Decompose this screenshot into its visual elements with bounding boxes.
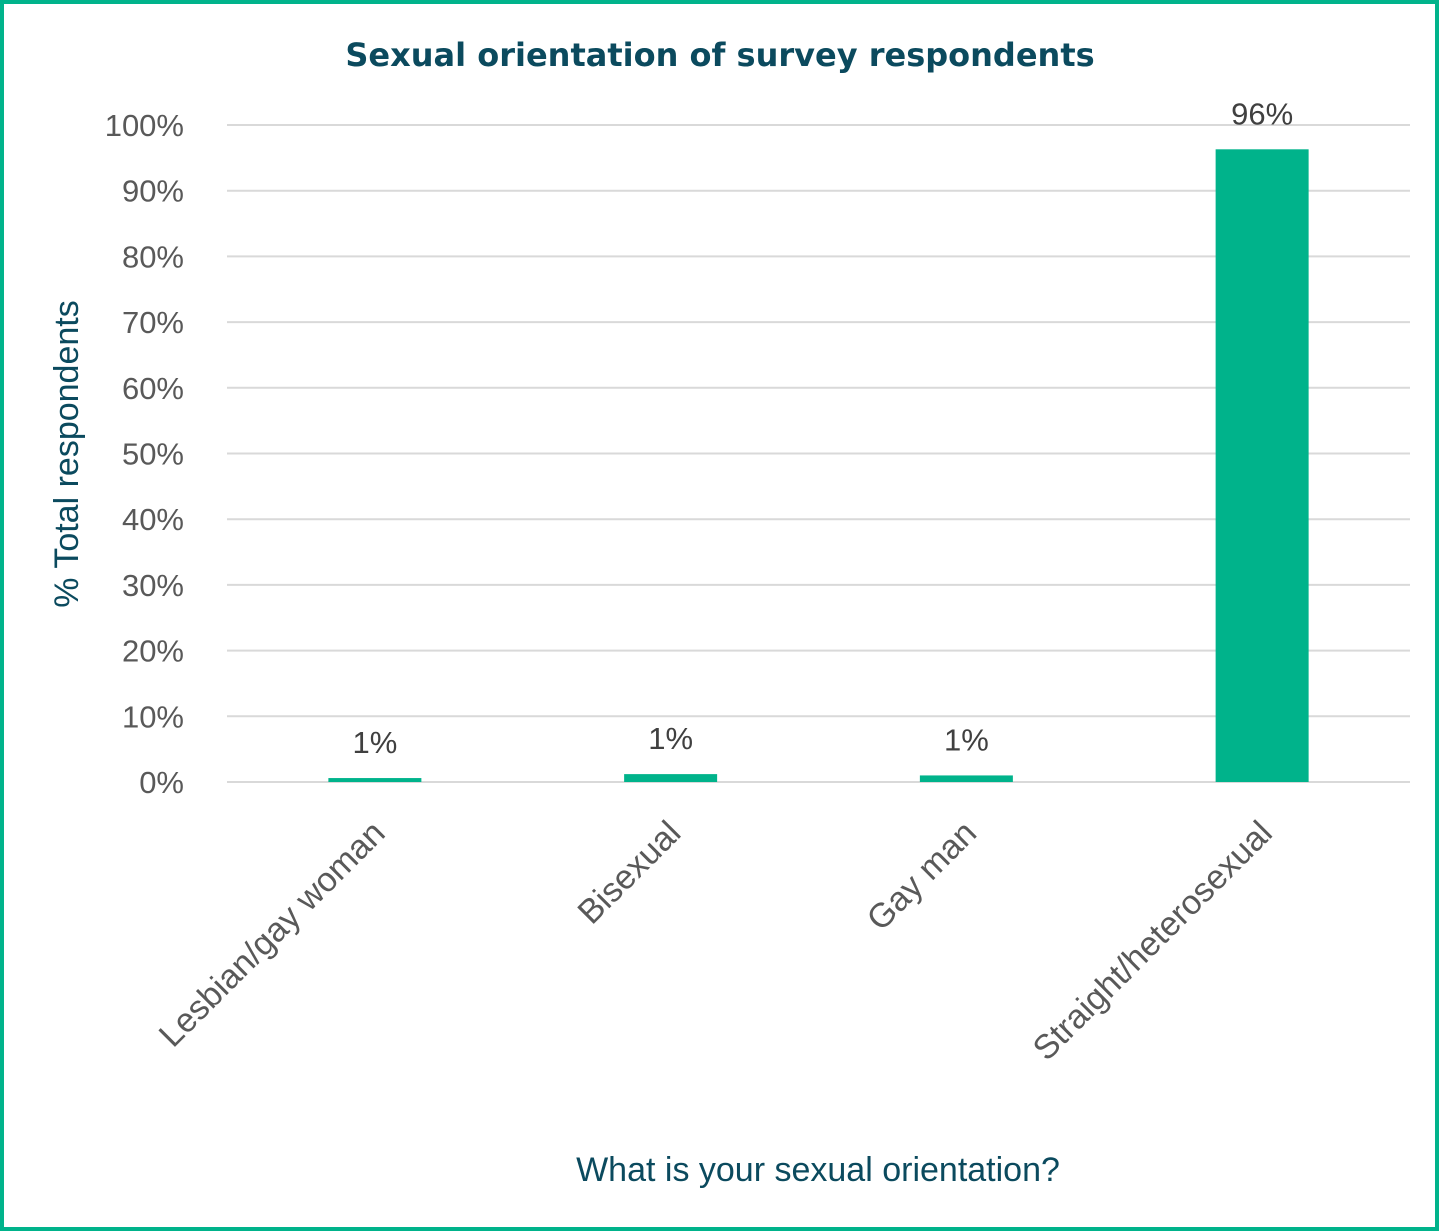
- x-axis-categories: Lesbian/gay woman Bisexual Gay man Straight…: [152, 814, 1280, 1068]
- y-tick-label: 70%: [122, 305, 184, 340]
- bar: [624, 774, 718, 782]
- x-tick-label: Gay man: [860, 814, 984, 938]
- data-label: 96%: [1231, 96, 1293, 131]
- x-tick-label: Lesbian/gay woman: [152, 814, 393, 1055]
- x-axis-label: What is your sexual orientation?: [576, 1151, 1060, 1189]
- gridlines: [227, 124, 1410, 783]
- y-axis-ticks: 0% 10% 20% 30% 40% 50% 60% 70% 80% 90% 100%: [105, 108, 184, 800]
- y-tick-label: 80%: [122, 239, 184, 274]
- bar: [919, 775, 1013, 782]
- y-tick-label: 30%: [122, 568, 184, 603]
- x-tick-label: Straight/heterosexual: [1026, 814, 1280, 1068]
- chart-title: Sexual orientation of survey respondents: [345, 36, 1094, 74]
- data-labels: 1% 1% 1% 96%: [352, 96, 1293, 760]
- y-tick-label: 20%: [122, 634, 184, 669]
- y-tick-label: 0%: [139, 765, 184, 800]
- y-axis-label: % Total respondents: [48, 300, 86, 607]
- y-tick-label: 90%: [122, 174, 184, 209]
- bars: [328, 149, 1309, 782]
- bar: [328, 778, 422, 782]
- y-tick-label: 40%: [122, 502, 184, 537]
- data-label: 1%: [944, 722, 989, 757]
- data-label: 1%: [648, 721, 693, 756]
- y-tick-label: 50%: [122, 437, 184, 472]
- data-label: 1%: [352, 725, 397, 760]
- x-tick-label: Bisexual: [571, 814, 689, 932]
- y-tick-label: 100%: [105, 108, 184, 143]
- bar: [1215, 149, 1309, 782]
- y-tick-label: 60%: [122, 371, 184, 406]
- y-tick-label: 10%: [122, 699, 184, 734]
